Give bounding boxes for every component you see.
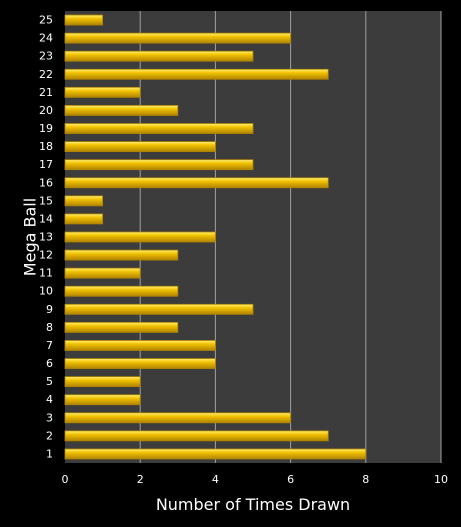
x-tick-label: 4 xyxy=(212,473,219,486)
y-tick-label: 2 xyxy=(46,429,53,442)
bars xyxy=(64,14,367,460)
x-tick-label: 10 xyxy=(434,473,448,486)
y-tick-label: 11 xyxy=(39,267,53,280)
y-tick-label: 6 xyxy=(46,357,53,370)
y-tick-label: 8 xyxy=(46,321,53,334)
bar-mega-ball-3 xyxy=(64,412,292,424)
x-tick-label: 0 xyxy=(62,473,69,486)
bar-mega-ball-11 xyxy=(64,267,141,279)
bar-mega-ball-15 xyxy=(64,195,103,207)
x-tick-label: 6 xyxy=(287,473,294,486)
y-tick-labels: 1234567891011121314151617181920212223242… xyxy=(39,14,53,461)
bar-mega-ball-8 xyxy=(64,321,179,333)
y-tick-label: 22 xyxy=(39,68,53,81)
bar-mega-ball-2 xyxy=(64,430,329,442)
bar-mega-ball-25 xyxy=(64,14,103,26)
y-tick-label: 10 xyxy=(39,285,53,298)
y-tick-label: 25 xyxy=(39,14,53,27)
y-tick-label: 14 xyxy=(39,212,53,225)
y-tick-label: 23 xyxy=(39,50,53,63)
y-tick-label: 19 xyxy=(39,122,53,135)
bar-mega-ball-13 xyxy=(64,231,216,243)
y-tick-label: 3 xyxy=(46,411,53,424)
y-tick-label: 5 xyxy=(46,375,53,388)
y-tick-label: 24 xyxy=(39,32,53,45)
bar-mega-ball-10 xyxy=(64,285,179,297)
x-axis-title: Number of Times Drawn xyxy=(156,495,350,514)
y-tick-label: 15 xyxy=(39,194,53,207)
y-tick-label: 13 xyxy=(39,231,53,244)
y-axis-title: Mega Ball xyxy=(21,198,40,276)
y-tick-label: 21 xyxy=(39,86,53,99)
bar-mega-ball-20 xyxy=(64,105,179,116)
bar-mega-ball-6 xyxy=(64,358,216,369)
y-tick-label: 18 xyxy=(39,140,53,153)
bar-mega-ball-22 xyxy=(64,68,329,80)
bar-mega-ball-9 xyxy=(64,303,254,315)
y-tick-label: 9 xyxy=(46,303,53,316)
bar-mega-ball-4 xyxy=(64,394,141,406)
bar-mega-ball-18 xyxy=(64,141,216,153)
bar-mega-ball-24 xyxy=(64,32,292,44)
bar-mega-ball-5 xyxy=(64,376,141,388)
y-tick-label: 16 xyxy=(39,176,53,189)
bar-mega-ball-23 xyxy=(64,50,254,62)
bar-mega-ball-1 xyxy=(64,448,367,460)
y-tick-label: 1 xyxy=(46,447,53,460)
y-tick-label: 4 xyxy=(46,393,53,406)
y-tick-label: 17 xyxy=(39,158,53,171)
y-tick-label: 20 xyxy=(39,104,53,117)
bar-mega-ball-21 xyxy=(64,86,141,98)
x-tick-label: 8 xyxy=(362,473,369,486)
x-tick-labels: 0 2 4 6 8 10 xyxy=(62,473,449,486)
x-tick-label: 2 xyxy=(137,473,144,486)
bar-mega-ball-17 xyxy=(64,159,254,171)
y-tick-label: 7 xyxy=(46,339,53,352)
bar-mega-ball-16 xyxy=(64,177,329,189)
bar-mega-ball-14 xyxy=(64,213,103,225)
bar-mega-ball-19 xyxy=(64,123,254,134)
bar-mega-ball-7 xyxy=(64,340,216,351)
y-tick-label: 12 xyxy=(39,249,53,262)
bar-mega-ball-12 xyxy=(64,249,179,261)
